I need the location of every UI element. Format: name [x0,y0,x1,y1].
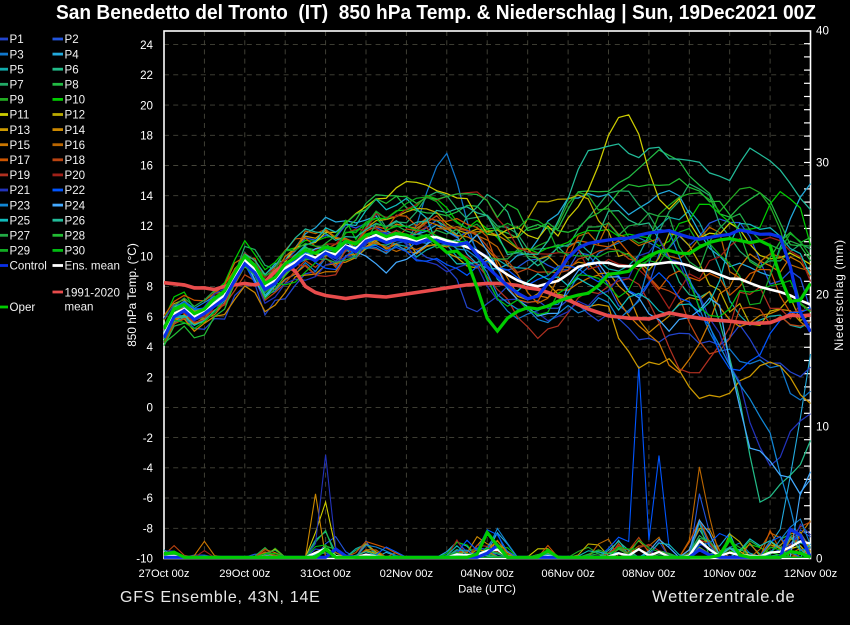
svg-text:0: 0 [147,402,153,415]
svg-text:P3: P3 [10,48,24,61]
svg-text:P29: P29 [10,245,31,258]
svg-text:P11: P11 [10,109,30,122]
svg-text:mean: mean [65,301,94,314]
svg-text:12: 12 [140,220,153,233]
svg-text:-8: -8 [143,523,153,536]
svg-text:29Oct 00z: 29Oct 00z [219,568,270,580]
svg-text:06Nov 00z: 06Nov 00z [541,568,595,580]
svg-text:20: 20 [816,289,829,302]
svg-text:Oper: Oper [10,301,36,314]
svg-text:P24: P24 [65,199,86,212]
svg-text:24: 24 [140,39,153,52]
svg-text:10: 10 [140,250,153,263]
svg-text:P16: P16 [65,139,86,152]
svg-text:40: 40 [816,25,829,38]
svg-text:P5: P5 [10,63,24,76]
svg-text:Wetterzentrale.de: Wetterzentrale.de [652,588,796,606]
svg-text:-6: -6 [143,492,153,505]
svg-text:P7: P7 [10,79,24,92]
svg-text:P15: P15 [10,139,31,152]
svg-text:10Nov 00z: 10Nov 00z [703,568,757,580]
svg-text:850 hPa Temp. (°C): 850 hPa Temp. (°C) [125,243,139,347]
svg-text:P27: P27 [10,230,31,243]
svg-text:18: 18 [140,130,153,143]
svg-text:P21: P21 [10,184,31,197]
svg-text:P4: P4 [65,48,80,61]
svg-text:P1: P1 [10,33,24,46]
svg-text:-4: -4 [143,462,154,475]
svg-text:-10: -10 [136,553,153,566]
svg-text:27Oct 00z: 27Oct 00z [139,568,190,580]
svg-text:04Nov 00z: 04Nov 00z [460,568,514,580]
svg-text:22: 22 [140,69,153,82]
svg-text:P23: P23 [10,199,31,212]
svg-text:Control: Control [10,260,47,273]
svg-text:Niederschlag (mm): Niederschlag (mm) [832,239,846,351]
svg-text:20: 20 [140,99,153,112]
svg-text:2: 2 [147,371,153,384]
svg-text:14: 14 [140,190,153,203]
svg-text:Date (UTC): Date (UTC) [458,584,516,596]
svg-text:31Oct 00z: 31Oct 00z [300,568,351,580]
svg-text:1991-2020: 1991-2020 [65,287,120,300]
svg-text:0: 0 [816,553,822,566]
svg-text:P20: P20 [65,169,86,182]
svg-text:P25: P25 [10,214,31,227]
svg-text:Ens. mean: Ens. mean [65,260,120,273]
svg-text:30: 30 [816,157,829,170]
svg-text:6: 6 [147,311,153,324]
svg-text:P8: P8 [65,79,79,92]
svg-text:10: 10 [816,421,829,434]
svg-text:P26: P26 [65,214,86,227]
svg-text:P9: P9 [10,94,24,107]
svg-text:12Nov 00z: 12Nov 00z [784,568,838,580]
svg-text:-2: -2 [143,432,153,445]
svg-text:P14: P14 [65,124,86,137]
svg-text:P6: P6 [65,63,79,76]
svg-text:08Nov 00z: 08Nov 00z [622,568,676,580]
svg-text:P10: P10 [65,94,86,107]
svg-text:P13: P13 [10,124,31,137]
svg-text:16: 16 [140,160,153,173]
svg-text:P18: P18 [65,154,86,167]
svg-text:P22: P22 [65,184,86,197]
svg-text:P28: P28 [65,230,86,243]
svg-text:P19: P19 [10,169,31,182]
svg-text:P12: P12 [65,109,86,122]
svg-text:P30: P30 [65,245,86,258]
svg-text:8: 8 [147,281,153,294]
svg-text:P17: P17 [10,154,31,167]
svg-text:4: 4 [147,341,154,354]
svg-text:P2: P2 [65,33,79,46]
svg-text:02Nov 00z: 02Nov 00z [380,568,434,580]
svg-text:San Benedetto del Tronto (IT): San Benedetto del Tronto (IT) 850 hPa Te… [56,1,816,24]
svg-text:GFS Ensemble, 43N, 14E: GFS Ensemble, 43N, 14E [120,589,321,606]
